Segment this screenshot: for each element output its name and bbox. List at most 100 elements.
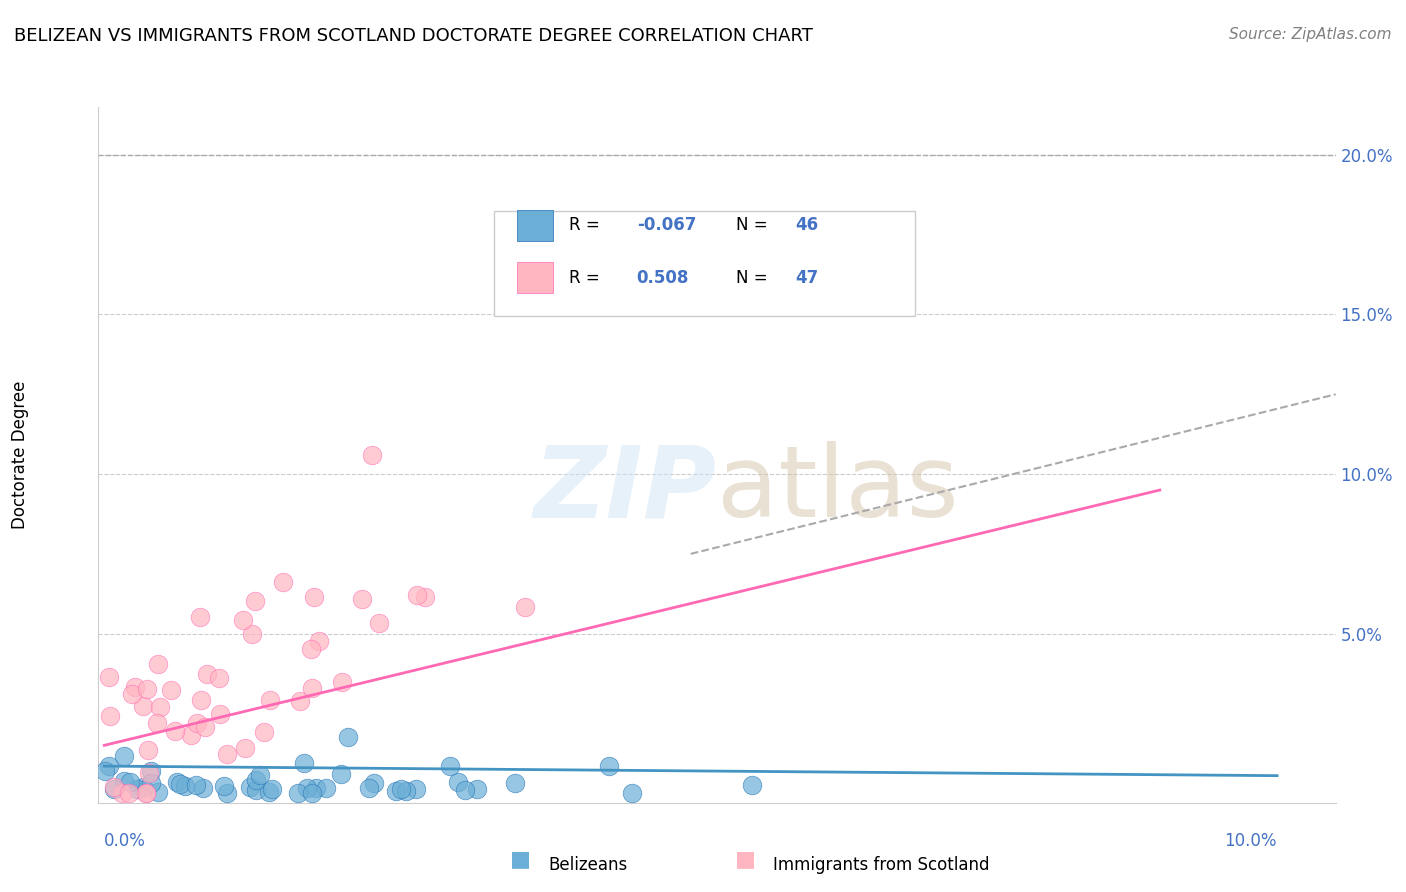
- Point: [305, 781, 328, 796]
- Text: 46: 46: [794, 217, 818, 235]
- Point: [363, 776, 385, 790]
- Point: [259, 785, 281, 799]
- Point: [233, 740, 256, 755]
- Text: 0.0%: 0.0%: [104, 831, 146, 849]
- Point: [288, 694, 311, 708]
- Text: -0.067: -0.067: [637, 217, 696, 235]
- Point: [389, 781, 412, 796]
- Point: [208, 671, 231, 685]
- Text: ZIP: ZIP: [534, 442, 717, 538]
- Point: [330, 767, 353, 781]
- Point: [465, 782, 488, 797]
- Text: Belizeans: Belizeans: [548, 856, 627, 874]
- Text: R =: R =: [568, 217, 605, 235]
- Point: [232, 613, 254, 627]
- Text: Immigrants from Scotland: Immigrants from Scotland: [773, 856, 990, 874]
- Point: [180, 728, 202, 742]
- Point: [125, 781, 148, 796]
- FancyBboxPatch shape: [495, 211, 915, 316]
- Y-axis label: Doctorate Degree: Doctorate Degree: [11, 381, 30, 529]
- Point: [503, 775, 526, 789]
- Point: [148, 657, 170, 672]
- Point: [139, 764, 162, 779]
- Text: Source: ZipAtlas.com: Source: ZipAtlas.com: [1229, 27, 1392, 42]
- Point: [245, 594, 267, 608]
- Point: [112, 774, 135, 789]
- Point: [245, 773, 267, 788]
- Point: [395, 784, 418, 798]
- Point: [190, 692, 212, 706]
- Point: [406, 588, 429, 602]
- Point: [118, 774, 141, 789]
- Point: [315, 780, 337, 795]
- Point: [138, 765, 160, 780]
- Point: [146, 785, 169, 799]
- Text: 0.508: 0.508: [637, 268, 689, 286]
- Point: [214, 779, 236, 793]
- Text: ■: ■: [735, 849, 755, 869]
- Point: [103, 781, 125, 796]
- Point: [149, 700, 172, 714]
- Point: [239, 780, 262, 794]
- Point: [657, 227, 679, 242]
- Point: [132, 780, 155, 794]
- Point: [121, 687, 143, 701]
- Point: [124, 680, 146, 694]
- Point: [103, 780, 125, 795]
- Point: [209, 707, 232, 722]
- Point: [304, 591, 326, 605]
- Point: [184, 778, 207, 792]
- Point: [94, 764, 117, 778]
- Point: [299, 641, 322, 656]
- Point: [447, 774, 470, 789]
- Point: [301, 786, 323, 800]
- Point: [217, 747, 239, 762]
- Text: atlas: atlas: [717, 442, 959, 538]
- Point: [97, 758, 120, 772]
- Text: 10.0%: 10.0%: [1225, 831, 1277, 849]
- Point: [260, 781, 283, 796]
- Point: [132, 699, 155, 714]
- Point: [301, 681, 323, 696]
- Point: [271, 575, 294, 590]
- Point: [98, 709, 121, 723]
- Point: [308, 633, 330, 648]
- Point: [350, 592, 373, 607]
- Point: [169, 777, 191, 791]
- Point: [118, 786, 141, 800]
- Point: [160, 683, 183, 698]
- Point: [217, 786, 239, 800]
- Point: [405, 781, 427, 796]
- Text: 47: 47: [794, 268, 818, 286]
- Point: [139, 776, 162, 790]
- Point: [385, 784, 408, 798]
- Point: [98, 670, 121, 684]
- Point: [413, 591, 436, 605]
- Point: [253, 725, 276, 739]
- Point: [360, 448, 382, 462]
- Point: [111, 786, 134, 800]
- Point: [195, 666, 218, 681]
- Point: [367, 615, 389, 630]
- Point: [163, 723, 186, 738]
- Text: R =: R =: [568, 268, 605, 286]
- Point: [240, 627, 263, 641]
- Point: [598, 759, 620, 773]
- Point: [135, 786, 157, 800]
- Point: [515, 600, 537, 615]
- Point: [294, 756, 316, 771]
- Point: [136, 682, 159, 697]
- FancyBboxPatch shape: [516, 262, 553, 293]
- Point: [188, 609, 211, 624]
- Point: [166, 774, 188, 789]
- Point: [194, 720, 217, 734]
- Text: N =: N =: [735, 268, 772, 286]
- Point: [174, 780, 197, 794]
- Point: [259, 692, 281, 706]
- FancyBboxPatch shape: [516, 210, 553, 241]
- Point: [135, 786, 157, 800]
- Point: [337, 730, 360, 744]
- Point: [249, 768, 271, 782]
- Point: [620, 786, 643, 800]
- Point: [439, 759, 461, 773]
